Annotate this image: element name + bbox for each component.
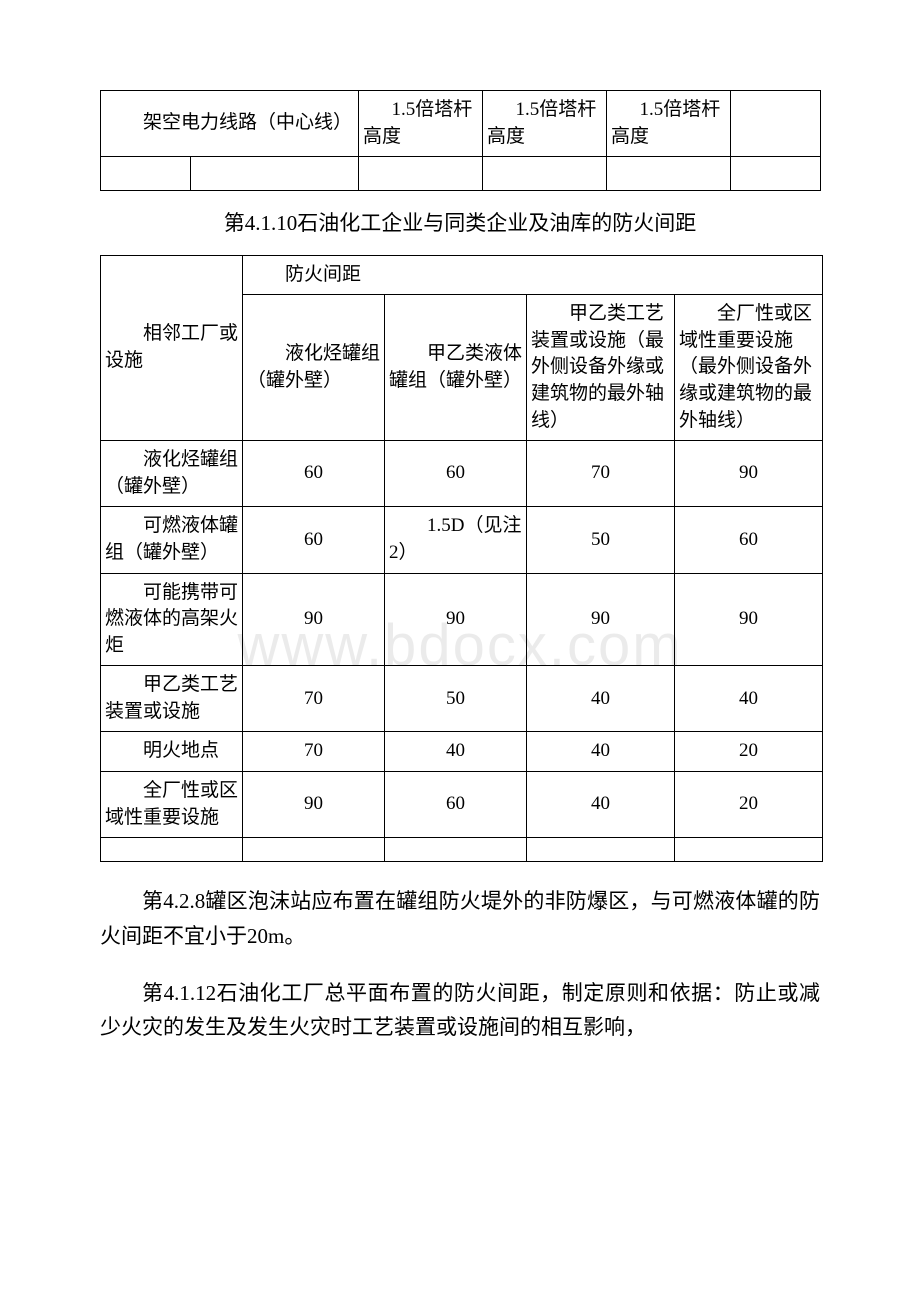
t1-r2-c4 <box>483 157 607 191</box>
t2-r3-label: 甲乙类工艺装置或设施 <box>101 666 243 732</box>
t2-r5-v0: 90 <box>243 772 385 838</box>
table-2-caption: 第4.1.10石油化工企业与同类企业及油库的防火间距 <box>100 209 820 238</box>
t2-r2-label: 可能携带可燃液体的高架火炬 <box>101 573 243 666</box>
paragraph-2: 第4.1.12石油化工厂总平面布置的防火间距，制定原则和依据：防止或减少火灾的发… <box>100 976 820 1045</box>
t2-empty-4 <box>675 838 823 862</box>
t2-r0-v3: 90 <box>675 441 823 507</box>
t2-r5-v1: 60 <box>385 772 527 838</box>
t2-r5-label: 全厂性或区域性重要设施 <box>101 772 243 838</box>
t2-r3-v2: 40 <box>527 666 675 732</box>
t2-r4-v0: 70 <box>243 732 385 772</box>
t1-r2-c3 <box>359 157 483 191</box>
t2-r2-v0: 90 <box>243 573 385 666</box>
t1-r1-c4: 1.5倍塔杆高度 <box>483 91 607 157</box>
page-content: 架空电力线路（中心线） 1.5倍塔杆高度 1.5倍塔杆高度 1.5倍塔杆高度 第… <box>0 0 920 1105</box>
t2-r1-label: 可燃液体罐组（罐外壁） <box>101 507 243 573</box>
t2-r2-v2: 90 <box>527 573 675 666</box>
t2-colhdr-3: 甲乙类工艺装置或设施（最外侧设备外缘或建筑物的最外轴线） <box>527 295 675 441</box>
t2-r1-v1: 1.5D（见注2） <box>385 507 527 573</box>
t1-r1-label: 架空电力线路（中心线） <box>101 91 359 157</box>
table-row: 可燃液体罐组（罐外壁） 60 1.5D（见注2） 50 60 <box>101 507 823 573</box>
table-row <box>101 838 823 862</box>
t2-r1-v0: 60 <box>243 507 385 573</box>
t2-r2-v1: 90 <box>385 573 527 666</box>
t2-r4-v3: 20 <box>675 732 823 772</box>
t2-r0-v2: 70 <box>527 441 675 507</box>
table-row: 架空电力线路（中心线） 1.5倍塔杆高度 1.5倍塔杆高度 1.5倍塔杆高度 <box>101 91 821 157</box>
table-row: 液化烃罐组（罐外壁） 60 60 70 90 <box>101 441 823 507</box>
t1-r1-c6 <box>731 91 821 157</box>
t2-empty-3 <box>527 838 675 862</box>
t2-r4-v2: 40 <box>527 732 675 772</box>
table-row: 明火地点 70 40 40 20 <box>101 732 823 772</box>
table-2: 相邻工厂或设施 防火间距 液化烃罐组（罐外壁） 甲乙类液体罐组（罐外壁） 甲乙类… <box>100 255 823 863</box>
t2-rowhead-label: 相邻工厂或设施 <box>101 255 243 441</box>
t2-r0-label: 液化烃罐组（罐外壁） <box>101 441 243 507</box>
t1-r2-c6 <box>731 157 821 191</box>
t2-r3-v0: 70 <box>243 666 385 732</box>
table-row: 全厂性或区域性重要设施 90 60 40 20 <box>101 772 823 838</box>
t2-r0-v1: 60 <box>385 441 527 507</box>
t2-colhdr-4: 全厂性或区域性重要设施（最外侧设备外缘或建筑物的最外轴线） <box>675 295 823 441</box>
t2-r5-v2: 40 <box>527 772 675 838</box>
t2-r0-v0: 60 <box>243 441 385 507</box>
paragraph-1: 第4.2.8罐区泡沫站应布置在罐组防火堤外的非防爆区，与可燃液体罐的防火间距不宜… <box>100 884 820 953</box>
t2-r4-v1: 40 <box>385 732 527 772</box>
t1-r2-c2 <box>191 157 359 191</box>
table-row: 相邻工厂或设施 防火间距 <box>101 255 823 295</box>
table-row: 甲乙类工艺装置或设施 70 50 40 40 <box>101 666 823 732</box>
table-row: 可能携带可燃液体的高架火炬 90 90 90 90 <box>101 573 823 666</box>
t2-r3-v1: 50 <box>385 666 527 732</box>
t2-r3-v3: 40 <box>675 666 823 732</box>
t2-colhdr-2: 甲乙类液体罐组（罐外壁） <box>385 295 527 441</box>
t2-header-top: 防火间距 <box>243 255 823 295</box>
table-row <box>101 157 821 191</box>
t1-r1-c5: 1.5倍塔杆高度 <box>607 91 731 157</box>
t2-empty-0 <box>101 838 243 862</box>
t2-r1-v2: 50 <box>527 507 675 573</box>
t2-r2-v3: 90 <box>675 573 823 666</box>
t2-r5-v3: 20 <box>675 772 823 838</box>
t2-empty-2 <box>385 838 527 862</box>
t1-r2-c5 <box>607 157 731 191</box>
table-1: 架空电力线路（中心线） 1.5倍塔杆高度 1.5倍塔杆高度 1.5倍塔杆高度 <box>100 90 821 191</box>
t2-empty-1 <box>243 838 385 862</box>
t1-r1-c3: 1.5倍塔杆高度 <box>359 91 483 157</box>
t2-r4-label: 明火地点 <box>101 732 243 772</box>
t2-r1-v3: 60 <box>675 507 823 573</box>
t2-colhdr-1: 液化烃罐组（罐外壁） <box>243 295 385 441</box>
t1-r2-c1 <box>101 157 191 191</box>
